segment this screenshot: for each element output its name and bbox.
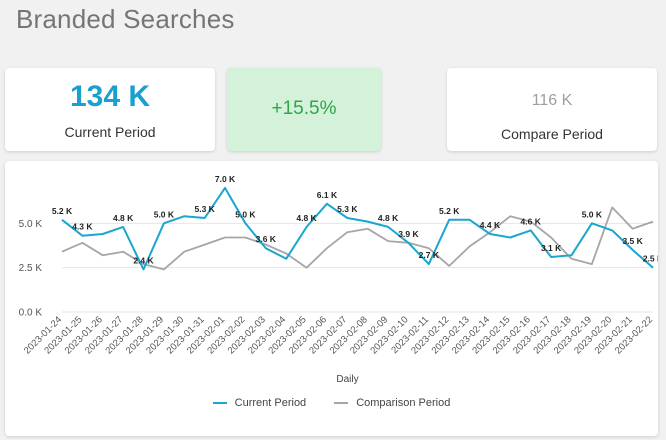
data-label: 7.0 K [215, 174, 236, 184]
daily-searches-line-chart: 0.0 K2.5 K5.0 K2023-01-242023-01-252023-… [19, 174, 658, 385]
y-tick-label: 0.0 K [19, 308, 43, 319]
data-label: 5.2 K [439, 206, 460, 216]
compare-period-label: Compare Period [501, 126, 603, 142]
data-label: 4.8 K [378, 213, 399, 223]
compare-period-card[interactable]: 116 K Compare Period [447, 68, 657, 151]
data-label: 5.3 K [194, 204, 215, 214]
current-period-label: Current Period [64, 124, 156, 140]
page-title: Branded Searches [16, 4, 235, 34]
legend-label-current: Current Period [234, 397, 307, 409]
data-label: 5.0 K [235, 209, 256, 219]
y-tick-label: 2.5 K [19, 263, 43, 274]
data-label: 2.4 K [133, 255, 154, 265]
legend-label-comparison: Comparison Period [356, 397, 451, 409]
chart-legend: Current Period Comparison Period [5, 397, 658, 409]
data-label: 5.3 K [337, 204, 358, 214]
current-period-card[interactable]: 134 K Current Period [5, 68, 215, 151]
current-period-value: 134 K [69, 80, 151, 113]
current-period-line [61, 186, 654, 271]
legend-swatch-current [212, 402, 227, 404]
x-axis-title: Daily [336, 374, 358, 385]
data-label: 3.6 K [256, 234, 277, 244]
period-delta-value: +15.5% [271, 98, 337, 119]
legend-item-current[interactable]: Current Period [212, 397, 307, 409]
data-label: 2.7 K [419, 250, 440, 260]
data-label: 6.1 K [317, 190, 338, 200]
data-label: 5.2 K [52, 206, 73, 216]
daily-searches-chart-card: 0.0 K 2.5 K 5.0 K 2023-01-24 2023-01-25 2023-… [5, 161, 658, 436]
period-delta-card[interactable]: +15.5% [227, 68, 381, 151]
data-label: 3.5 K [622, 236, 643, 246]
comparison-period-line [61, 206, 654, 271]
compare-period-value: 116 K [531, 92, 573, 109]
data-label: 4.8 K [113, 213, 134, 223]
data-label: 3.1 K [541, 243, 562, 253]
y-tick-label: 5.0 K [19, 219, 43, 230]
data-label: 3.9 K [398, 229, 419, 239]
data-label: 2.5 K [643, 254, 658, 264]
legend-swatch-comparison [334, 402, 349, 404]
data-label: 4.4 K [480, 220, 501, 230]
legend-item-comparison[interactable]: Comparison Period [334, 397, 450, 409]
data-label: 5.0 K [582, 209, 603, 219]
data-label: 4.6 K [521, 216, 542, 226]
data-label: 4.8 K [296, 213, 317, 223]
data-label: 4.3 K [72, 222, 93, 232]
data-label: 5.0 K [154, 209, 175, 219]
